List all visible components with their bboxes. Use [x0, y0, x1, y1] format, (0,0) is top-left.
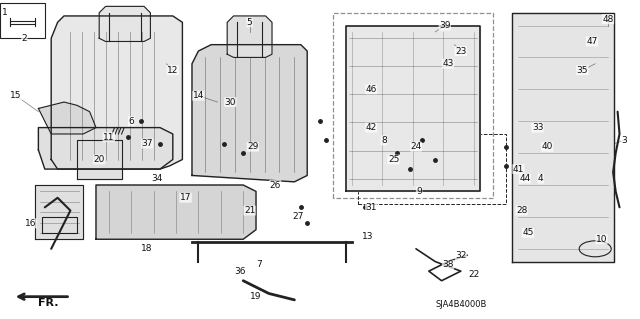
Text: SJA4B4000B: SJA4B4000B	[435, 300, 486, 309]
Polygon shape	[35, 185, 83, 239]
Text: 14: 14	[193, 91, 204, 100]
Text: 32: 32	[455, 251, 467, 260]
Text: 2: 2	[22, 34, 27, 43]
Polygon shape	[51, 16, 182, 169]
Polygon shape	[192, 45, 307, 182]
Polygon shape	[512, 13, 614, 262]
Text: 17: 17	[180, 193, 191, 202]
Text: 19: 19	[250, 292, 262, 301]
Text: 1: 1	[3, 8, 8, 17]
Text: 43: 43	[442, 59, 454, 68]
Text: 48: 48	[602, 15, 614, 24]
Text: 29: 29	[247, 142, 259, 151]
Text: 36: 36	[234, 267, 246, 276]
Text: FR.: FR.	[38, 298, 58, 308]
Text: 18: 18	[141, 244, 153, 253]
Bar	[0, 3, 45, 38]
Text: 13: 13	[362, 232, 374, 241]
Bar	[358, 134, 506, 204]
Text: 9: 9	[417, 187, 422, 196]
Text: 45: 45	[522, 228, 534, 237]
Text: 22: 22	[468, 270, 479, 279]
Text: 20: 20	[93, 155, 105, 164]
Text: 41: 41	[513, 165, 524, 174]
Text: 38: 38	[442, 260, 454, 269]
Text: 33: 33	[532, 123, 543, 132]
Text: 34: 34	[151, 174, 163, 183]
Text: 25: 25	[388, 155, 399, 164]
Text: 28: 28	[516, 206, 527, 215]
Text: 47: 47	[586, 37, 598, 46]
Text: 37: 37	[141, 139, 153, 148]
Text: 8: 8	[381, 136, 387, 145]
Polygon shape	[77, 140, 122, 179]
Polygon shape	[346, 26, 480, 191]
Text: 16: 16	[25, 219, 36, 228]
Text: 24: 24	[410, 142, 422, 151]
Text: 15: 15	[10, 91, 22, 100]
Text: 21: 21	[244, 206, 255, 215]
Text: 4: 4	[538, 174, 543, 183]
Text: 39: 39	[439, 21, 451, 30]
Text: 42: 42	[365, 123, 377, 132]
Polygon shape	[227, 16, 272, 57]
Polygon shape	[96, 185, 256, 239]
Text: 10: 10	[596, 235, 607, 244]
Text: 35: 35	[577, 66, 588, 75]
Text: 27: 27	[292, 212, 303, 221]
Polygon shape	[38, 128, 173, 169]
Text: 7: 7	[257, 260, 262, 269]
Text: 5: 5	[247, 18, 252, 27]
Text: 23: 23	[455, 47, 467, 56]
Polygon shape	[99, 6, 150, 41]
Text: 44: 44	[519, 174, 531, 183]
Text: 46: 46	[365, 85, 377, 94]
Text: 3: 3	[621, 136, 627, 145]
Text: 30: 30	[225, 98, 236, 107]
Text: 31: 31	[365, 203, 377, 212]
Text: 26: 26	[269, 181, 281, 189]
Text: 12: 12	[167, 66, 179, 75]
Text: 6: 6	[129, 117, 134, 126]
Text: 40: 40	[541, 142, 553, 151]
Polygon shape	[38, 102, 96, 134]
Text: 11: 11	[103, 133, 115, 142]
